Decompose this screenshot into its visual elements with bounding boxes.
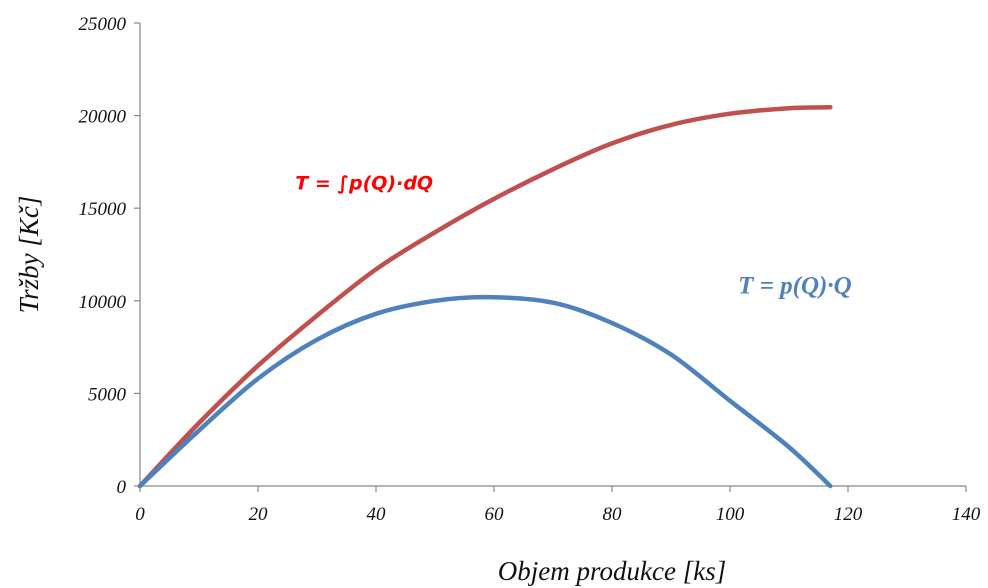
x-tick-label: 120 [834, 504, 863, 525]
series-line-price-revenue [137, 294, 833, 489]
y-axis-ticks: 0 5000 10000 15000 20000 25000 [79, 14, 140, 498]
y-tick-label: 10000 [79, 292, 127, 313]
y-tick-label: 20000 [79, 107, 127, 128]
y-tick-label: 5000 [88, 384, 127, 405]
y-tick-label: 0 [117, 477, 127, 498]
series-layer [137, 105, 833, 489]
x-axis-ticks: 0 20 40 60 80 100 120 140 [135, 486, 981, 525]
x-tick-label: 40 [367, 504, 387, 525]
x-tick-label: 20 [249, 504, 269, 525]
x-tick-label: 100 [716, 504, 745, 525]
x-tick-label: 80 [603, 504, 623, 525]
annotation-price-formula: T = p(Q)·Q [738, 272, 852, 299]
x-tick-label: 0 [135, 504, 145, 525]
y-tick-label: 15000 [79, 199, 127, 220]
x-axis-title: Objem produkce [ks] [498, 556, 726, 586]
y-axis-title: Tržby [Kč] [14, 196, 44, 314]
x-tick-label: 60 [485, 504, 505, 525]
x-tick-label: 140 [952, 504, 981, 525]
annotation-integral-formula: T = ∫p(Q)·dQ [295, 173, 433, 195]
y-tick-label: 25000 [79, 14, 127, 35]
series-line-integral-revenue [137, 105, 833, 489]
